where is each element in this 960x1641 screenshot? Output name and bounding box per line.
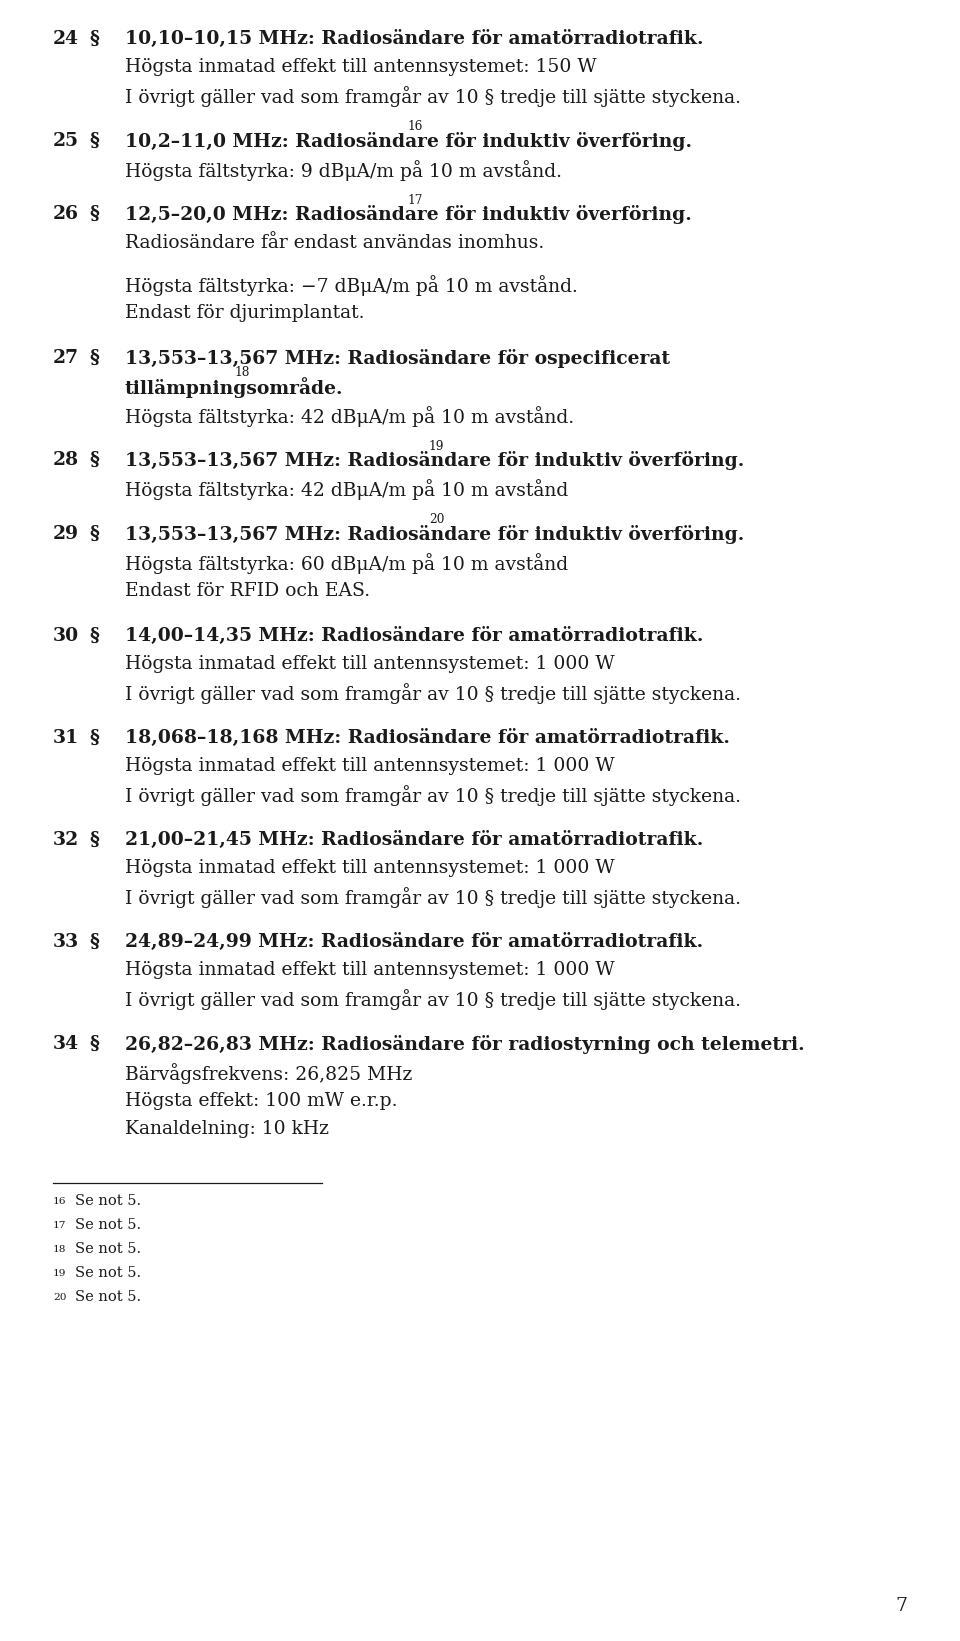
Text: Se not 5.: Se not 5. [75, 1290, 141, 1305]
Text: Högsta fältstyrka: 42 dBμA/m på 10 m avstånd.: Högsta fältstyrka: 42 dBμA/m på 10 m avs… [125, 405, 574, 427]
Text: I övrigt gäller vad som framgår av 10 § tredje till sjätte styckena.: I övrigt gäller vad som framgår av 10 § … [125, 990, 741, 1011]
Text: 18: 18 [234, 366, 250, 379]
Text: 30: 30 [53, 627, 79, 645]
Text: 12,5–20,0 MHz: Radiosändare för induktiv överföring.: 12,5–20,0 MHz: Radiosändare för induktiv… [125, 205, 691, 225]
Text: Endast för RFID och EAS.: Endast för RFID och EAS. [125, 581, 370, 599]
Text: Högsta inmatad effekt till antennsystemet: 1 000 W: Högsta inmatad effekt till antennsysteme… [125, 962, 614, 980]
Text: Högsta fältstyrka: 60 dBμA/m på 10 m avstånd: Högsta fältstyrka: 60 dBμA/m på 10 m avs… [125, 553, 568, 574]
Text: tillämpningsområde.: tillämpningsområde. [125, 377, 344, 399]
Text: 17: 17 [53, 1221, 66, 1229]
Text: Se not 5.: Se not 5. [75, 1267, 141, 1280]
Text: 13,553–13,567 MHz: Radiosändare för ospecificerat: 13,553–13,567 MHz: Radiosändare för ospe… [125, 350, 670, 368]
Text: 10,10–10,15 MHz: Radiosändare för amatörradiotrafik.: 10,10–10,15 MHz: Radiosändare för amatör… [125, 30, 704, 48]
Text: 20: 20 [429, 514, 444, 527]
Text: 27: 27 [53, 350, 79, 368]
Text: I övrigt gäller vad som framgår av 10 § tredje till sjätte styckena.: I övrigt gäller vad som framgår av 10 § … [125, 786, 741, 806]
Text: Högsta inmatad effekt till antennsystemet: 1 000 W: Högsta inmatad effekt till antennsysteme… [125, 655, 614, 673]
Text: §: § [89, 525, 99, 543]
Text: 17: 17 [407, 194, 422, 207]
Text: 16: 16 [53, 1196, 66, 1206]
Text: 14,00–14,35 MHz: Radiosändare för amatörradiotrafik.: 14,00–14,35 MHz: Radiosändare för amatör… [125, 627, 703, 645]
Text: 16: 16 [407, 120, 422, 133]
Text: Högsta fältstyrka: −7 dBμA/m på 10 m avstånd.: Högsta fältstyrka: −7 dBμA/m på 10 m avs… [125, 276, 578, 297]
Text: Se not 5.: Se not 5. [75, 1242, 141, 1257]
Text: Endast för djurimplantat.: Endast för djurimplantat. [125, 304, 364, 322]
Text: §: § [89, 932, 99, 950]
Text: §: § [89, 30, 99, 48]
Text: 10,2–11,0 MHz: Radiosändare för induktiv överföring.: 10,2–11,0 MHz: Radiosändare för induktiv… [125, 131, 692, 151]
Text: 26,82–26,83 MHz: Radiosändare för radiostyrning och telemetri.: 26,82–26,83 MHz: Radiosändare för radios… [125, 1034, 804, 1054]
Text: 20: 20 [53, 1293, 66, 1301]
Text: Högsta fältstyrka: 9 dBμA/m på 10 m avstånd.: Högsta fältstyrka: 9 dBμA/m på 10 m avst… [125, 161, 562, 181]
Text: §: § [89, 350, 99, 368]
Text: §: § [89, 205, 99, 223]
Text: 32: 32 [53, 830, 79, 848]
Text: 19: 19 [53, 1268, 66, 1278]
Text: Högsta fältstyrka: 42 dBμA/m på 10 m avstånd: Högsta fältstyrka: 42 dBμA/m på 10 m avs… [125, 479, 568, 501]
Text: 18: 18 [53, 1244, 66, 1254]
Text: Högsta effekt: 100 mW e.r.p.: Högsta effekt: 100 mW e.r.p. [125, 1091, 397, 1109]
Text: §: § [89, 131, 99, 149]
Text: 28: 28 [53, 451, 79, 469]
Text: 21,00–21,45 MHz: Radiosändare för amatörradiotrafik.: 21,00–21,45 MHz: Radiosändare för amatör… [125, 830, 703, 848]
Text: Se not 5.: Se not 5. [75, 1195, 141, 1208]
Text: 24: 24 [53, 30, 79, 48]
Text: §: § [89, 830, 99, 848]
Text: 29: 29 [53, 525, 79, 543]
Text: 33: 33 [53, 932, 79, 950]
Text: I övrigt gäller vad som framgår av 10 § tredje till sjätte styckena.: I övrigt gäller vad som framgår av 10 § … [125, 888, 741, 909]
Text: Kanaldelning: 10 kHz: Kanaldelning: 10 kHz [125, 1121, 328, 1139]
Text: 13,553–13,567 MHz: Radiosändare för induktiv överföring.: 13,553–13,567 MHz: Radiosändare för indu… [125, 525, 744, 543]
Text: 34: 34 [53, 1034, 79, 1052]
Text: Högsta inmatad effekt till antennsystemet: 1 000 W: Högsta inmatad effekt till antennsysteme… [125, 858, 614, 876]
Text: §: § [89, 1034, 99, 1052]
Text: Radiosändare får endast användas inomhus.: Radiosändare får endast användas inomhus… [125, 233, 544, 251]
Text: I övrigt gäller vad som framgår av 10 § tredje till sjätte styckena.: I övrigt gäller vad som framgår av 10 § … [125, 87, 741, 108]
Text: 13,553–13,567 MHz: Radiosändare för induktiv överföring.: 13,553–13,567 MHz: Radiosändare för indu… [125, 451, 744, 469]
Text: 31: 31 [53, 729, 79, 747]
Text: §: § [89, 729, 99, 747]
Text: Högsta inmatad effekt till antennsystemet: 150 W: Högsta inmatad effekt till antennsysteme… [125, 57, 596, 75]
Text: §: § [89, 451, 99, 469]
Text: 24,89–24,99 MHz: Radiosändare för amatörradiotrafik.: 24,89–24,99 MHz: Radiosändare för amatör… [125, 932, 703, 950]
Text: I övrigt gäller vad som framgår av 10 § tredje till sjätte styckena.: I övrigt gäller vad som framgår av 10 § … [125, 684, 741, 704]
Text: 25: 25 [53, 131, 79, 149]
Text: 18,068–18,168 MHz: Radiosändare för amatörradiotrafik.: 18,068–18,168 MHz: Radiosändare för amat… [125, 729, 730, 747]
Text: Se not 5.: Se not 5. [75, 1218, 141, 1232]
Text: 26: 26 [53, 205, 79, 223]
Text: §: § [89, 627, 99, 645]
Text: Högsta inmatad effekt till antennsystemet: 1 000 W: Högsta inmatad effekt till antennsysteme… [125, 757, 614, 775]
Text: Bärvågsfrekvens: 26,825 MHz: Bärvågsfrekvens: 26,825 MHz [125, 1063, 412, 1085]
Text: 7: 7 [895, 1597, 907, 1615]
Text: 19: 19 [429, 440, 444, 453]
